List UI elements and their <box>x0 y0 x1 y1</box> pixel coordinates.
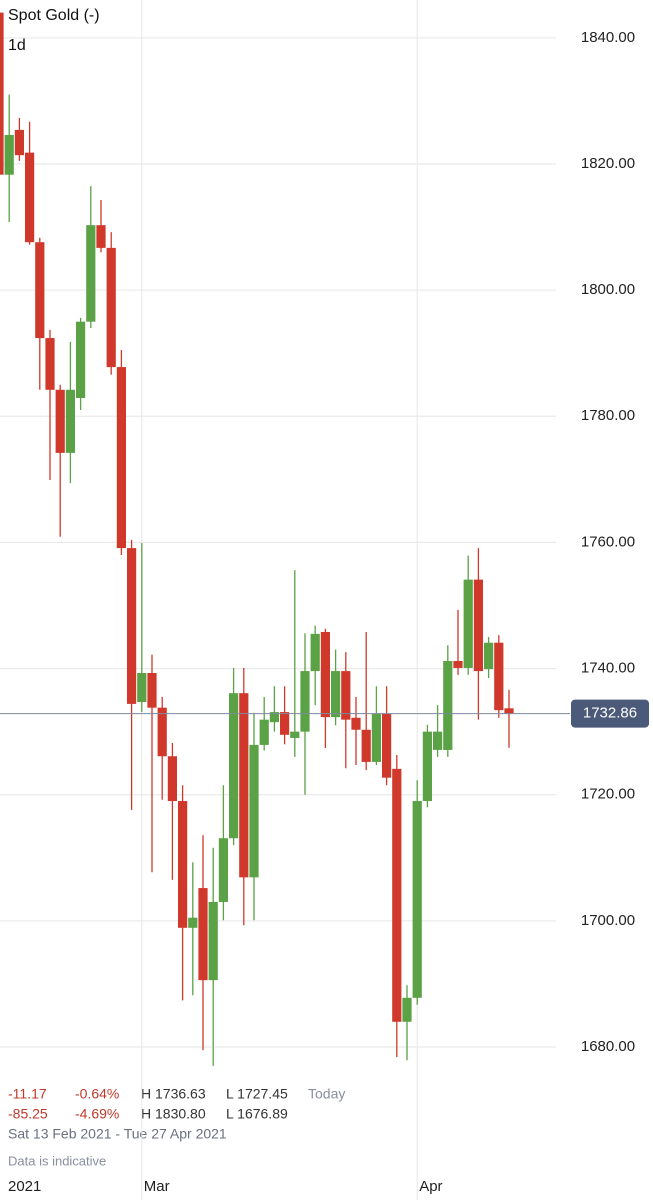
candle-body <box>453 661 463 668</box>
candle-body <box>412 801 422 998</box>
candle-body <box>208 901 218 981</box>
candle-body <box>402 997 412 1022</box>
low: L 1727.45 <box>226 1086 288 1102</box>
low: L 1676.89 <box>226 1106 288 1122</box>
candle-body <box>300 671 310 732</box>
interval: 1d <box>8 37 26 54</box>
candle-body <box>239 693 249 878</box>
candle-body <box>280 712 290 735</box>
x-tick-label: Mar <box>144 1178 170 1195</box>
candle-body <box>4 134 14 175</box>
price-label: 1732.86 <box>583 705 637 722</box>
candle-body <box>55 389 65 453</box>
period: Today <box>308 1086 345 1102</box>
candle-body <box>65 389 75 453</box>
y-tick-label: 1800.00 <box>581 281 635 298</box>
candles <box>0 12 514 1066</box>
candle-body <box>25 152 35 243</box>
candle-body <box>157 707 167 757</box>
candle-body <box>484 642 494 670</box>
candle-body <box>198 888 208 981</box>
candle-body <box>443 661 453 750</box>
candle-body <box>76 321 86 398</box>
candle-body <box>371 713 381 762</box>
candle-body <box>433 731 443 750</box>
candle-body <box>178 801 188 928</box>
x-tick-label: Apr <box>419 1178 442 1195</box>
high: H 1736.63 <box>141 1086 206 1102</box>
candle-body <box>331 671 341 718</box>
chart-title: Spot Gold (-) <box>8 7 100 24</box>
change: -11.17 <box>8 1086 47 1102</box>
candle-body <box>473 579 483 672</box>
candle-body <box>504 708 514 714</box>
price-badge <box>571 699 649 728</box>
candle-body <box>147 672 157 708</box>
candle-body <box>127 548 137 704</box>
candle-body <box>259 719 269 745</box>
y-tick-label: 1720.00 <box>581 786 635 803</box>
candle-body <box>0 12 4 175</box>
change-pct: -0.64% <box>75 1086 119 1102</box>
candle-body <box>137 672 147 702</box>
candle-body <box>218 838 228 902</box>
candle-body <box>167 756 177 802</box>
candle-body <box>188 917 198 928</box>
candle-body <box>45 338 55 390</box>
candle-body <box>249 744 259 878</box>
candle-body <box>290 731 300 738</box>
candle-body <box>106 247 116 368</box>
y-tick-label: 1680.00 <box>581 1038 635 1055</box>
candle-body <box>494 642 504 711</box>
candle-body <box>35 242 45 339</box>
y-tick-label: 1740.00 <box>581 660 635 677</box>
candle-body <box>310 633 320 672</box>
candle-body <box>269 712 279 723</box>
candle-body <box>229 693 239 839</box>
y-tick-label: 1700.00 <box>581 912 635 929</box>
candle-body <box>422 731 432 802</box>
candle-body <box>392 768 402 1022</box>
candle-body <box>86 225 96 322</box>
y-tick-label: 1780.00 <box>581 407 635 424</box>
candle-body <box>463 579 473 668</box>
change: -85.25 <box>8 1106 48 1122</box>
candle-body <box>351 717 361 730</box>
y-tick-label: 1760.00 <box>581 533 635 550</box>
year-label: 2021 <box>8 1178 41 1195</box>
candle-body <box>320 631 330 718</box>
high: H 1830.80 <box>141 1106 206 1122</box>
candle-body <box>14 129 24 156</box>
note: Data is indicative <box>8 1153 106 1168</box>
y-tick-label: 1840.00 <box>581 29 635 46</box>
candle-body <box>341 671 351 720</box>
candle-body <box>382 713 392 778</box>
date-range: Sat 13 Feb 2021 - Tue 27 Apr 2021 <box>8 1126 227 1142</box>
candle-body <box>361 729 371 762</box>
y-tick-label: 1820.00 <box>581 155 635 172</box>
candle-body <box>96 225 106 248</box>
change-pct: -4.69% <box>75 1106 119 1122</box>
candle-body <box>116 367 126 549</box>
